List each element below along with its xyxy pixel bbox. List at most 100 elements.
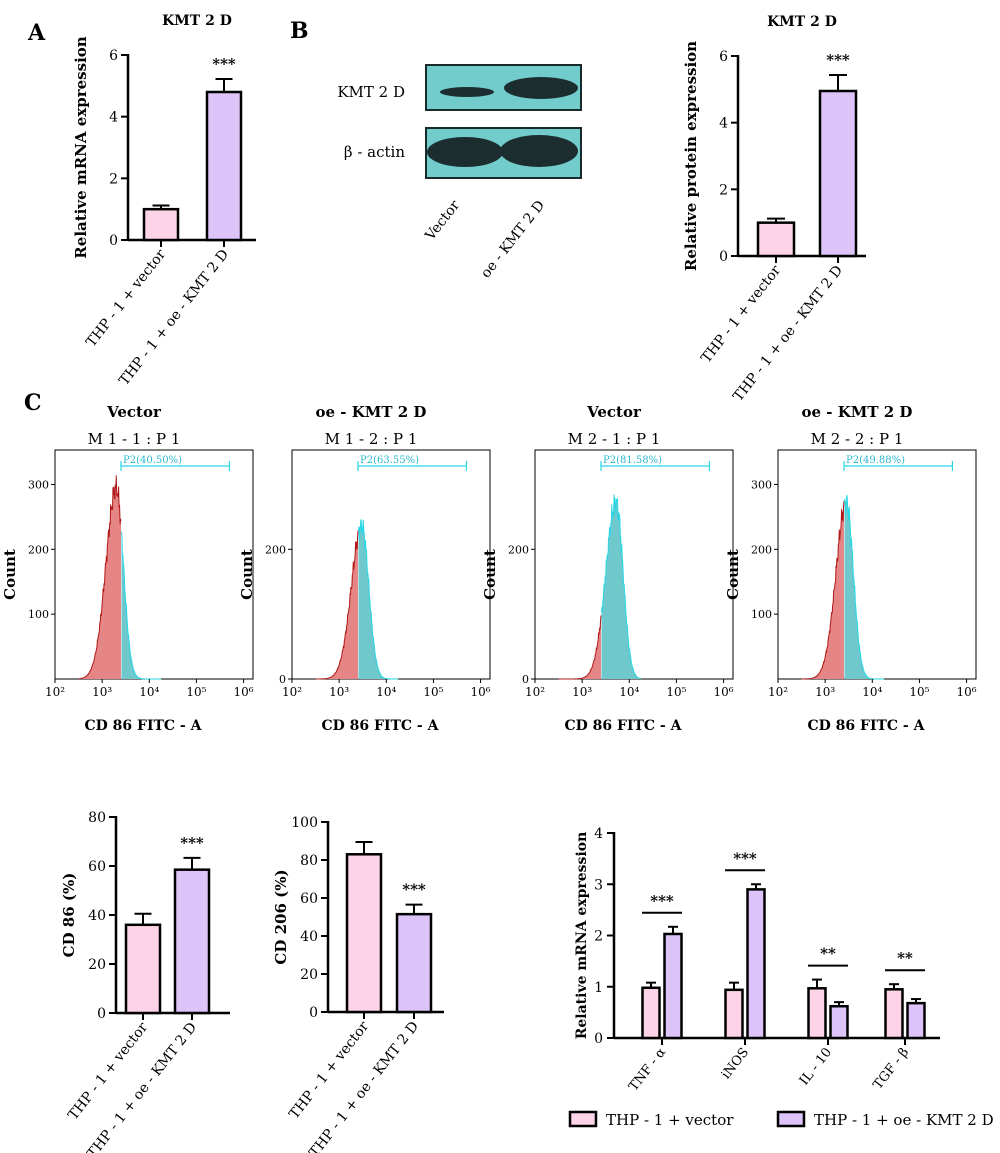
bar xyxy=(395,912,433,1014)
y-tick-label: 20 xyxy=(300,967,318,983)
flow-title: M 1 - 1 : P 1 xyxy=(88,430,181,448)
bar xyxy=(663,932,683,1040)
flow-x-axis-label: CD 86 FITC - A xyxy=(565,718,683,734)
flow-histogram-negative xyxy=(78,475,121,679)
significance-label: *** xyxy=(212,55,236,73)
flow-frame xyxy=(54,449,254,680)
y-tick-label: 80 xyxy=(300,853,318,869)
flow-gate-label: P2(81.58%) xyxy=(603,455,662,466)
legend: THP - 1 + vector THP - 1 + oe - KMT 2 D xyxy=(568,1110,994,1129)
y-axis-label: CD 86 (%) xyxy=(60,873,78,958)
flow-x-tick-label: 10⁴ xyxy=(619,685,639,699)
bar xyxy=(173,868,211,1015)
flow-y-axis-label: Count xyxy=(481,549,499,600)
blot-lane-label-oe: oe - KMT 2 D xyxy=(478,198,548,282)
y-tick-label: 4 xyxy=(594,826,603,842)
y-tick-label: 0 xyxy=(719,249,728,265)
blot-band-vector-kmt2d xyxy=(440,87,494,97)
flow-histogram-negative-outline xyxy=(558,615,602,680)
flow-y-tick-label: 200 xyxy=(508,543,529,556)
bar xyxy=(829,1004,849,1040)
flow-x-tick-label: 10⁶ xyxy=(234,685,254,699)
flow-cytometry-panels: Vector M 1 - 1 : P 1 P2(40.50%) 100 200 300 10… xyxy=(1,403,977,734)
flow-x-tick-label: 10³ xyxy=(92,685,112,699)
flow-x-tick-label: 10⁵ xyxy=(186,685,206,699)
flow-x-tick-label: 10³ xyxy=(815,685,835,699)
y-tick-label: 80 xyxy=(88,810,106,826)
y-tick-label: 60 xyxy=(300,891,318,907)
flow-panel-1: Vector M 1 - 1 : P 1 P2(40.50%) 100 200 300 10… xyxy=(1,403,254,734)
flow-y-tick-label: 300 xyxy=(751,478,772,491)
flow-y-tick-label: 0 xyxy=(279,673,286,686)
flow-x-tick-label: 10³ xyxy=(329,685,349,699)
bar xyxy=(724,988,744,1040)
flow-header: oe - KMT 2 D xyxy=(316,403,427,421)
flow-title: M 1 - 2 : P 1 xyxy=(325,430,418,448)
flow-frame xyxy=(291,449,491,680)
chart-title: KMT 2 D xyxy=(767,14,837,30)
flow-x-tick-label: 10⁵ xyxy=(666,685,686,699)
legend-label-vector: THP - 1 + vector xyxy=(606,1111,734,1129)
y-axis-label: Relative mRNA expression xyxy=(72,36,90,258)
flow-y-tick-label: 200 xyxy=(265,543,286,556)
y-tick-label: 2 xyxy=(594,929,603,945)
bar xyxy=(746,888,766,1040)
legend-label-oe: THP - 1 + oe - KMT 2 D xyxy=(814,1111,994,1129)
flow-x-tick-label: 10³ xyxy=(572,685,592,699)
flow-x-tick-label: 10² xyxy=(525,685,545,699)
flow-x-tick-label: 10² xyxy=(768,685,788,699)
flow-histogram-negative xyxy=(315,530,358,679)
significance-label: *** xyxy=(402,881,426,899)
western-blot: KMT 2 D β - actin Vector oe - KMT 2 D xyxy=(337,64,582,282)
flow-panel-4: oe - KMT 2 D M 2 - 2 : P 1 P2(49.88%) 100 20… xyxy=(724,403,977,734)
flow-histogram-negative-outline xyxy=(801,500,845,680)
blot-band-oe-actin xyxy=(500,135,578,167)
flow-x-axis-label: CD 86 FITC - A xyxy=(808,718,926,734)
flow-y-tick-label: 0 xyxy=(522,673,529,686)
flow-panel-2: oe - KMT 2 D M 1 - 2 : P 1 P2(63.55%) 0 200 1… xyxy=(238,403,491,734)
flow-panel-3: Vector M 2 - 1 : P 1 P2(81.58%) 0 200 10² 10³ 1… xyxy=(481,403,734,734)
y-axis-label: CD 206 (%) xyxy=(272,869,290,964)
flow-frame xyxy=(777,449,977,680)
blot-row-label-actin: β - actin xyxy=(344,143,405,161)
y-tick-label: 6 xyxy=(719,49,728,65)
x-tick-label: iNOS xyxy=(719,1045,752,1082)
flow-header: Vector xyxy=(106,403,162,421)
y-tick-label: 100 xyxy=(291,815,318,831)
y-tick-label: 3 xyxy=(594,877,603,893)
flow-histogram-positive xyxy=(358,519,399,679)
legend-swatch-oe xyxy=(776,1110,806,1128)
flow-y-tick-label: 300 xyxy=(28,478,49,491)
bar xyxy=(124,923,162,1015)
flow-x-tick-label: 10⁶ xyxy=(471,685,491,699)
flow-histogram-positive-outline xyxy=(601,494,642,680)
flow-histogram-negative xyxy=(558,615,601,679)
blot-row-label-kmt2d: KMT 2 D xyxy=(337,83,405,101)
x-tick-label: THP - 1 + oe - KMT 2 D xyxy=(730,263,846,405)
y-tick-label: 0 xyxy=(109,233,118,249)
flow-x-tick-label: 10⁴ xyxy=(376,685,396,699)
y-tick-label: 40 xyxy=(300,929,318,945)
legend-swatch-vector xyxy=(568,1110,598,1128)
flow-x-tick-label: 10⁴ xyxy=(139,685,159,699)
y-tick-label: 20 xyxy=(88,957,106,973)
flow-histogram-positive-outline xyxy=(121,531,162,680)
flow-y-axis-label: Count xyxy=(238,549,256,600)
blot-band-vector-actin xyxy=(427,137,503,167)
y-tick-label: 4 xyxy=(109,110,118,126)
significance-label: *** xyxy=(733,849,757,867)
flow-histogram-positive-outline xyxy=(844,494,885,680)
flow-x-axis-label: CD 86 FITC - A xyxy=(322,718,440,734)
bar xyxy=(818,89,858,258)
y-tick-label: 2 xyxy=(719,182,728,198)
bar xyxy=(884,988,904,1040)
blot-band-oe-kmt2d xyxy=(504,77,578,99)
flow-x-tick-label: 10⁶ xyxy=(714,685,734,699)
flow-title: M 2 - 1 : P 1 xyxy=(568,430,661,448)
flow-x-axis-label: CD 86 FITC - A xyxy=(85,718,203,734)
flow-x-tick-label: 10⁶ xyxy=(957,685,977,699)
x-tick-label: IL - 10 xyxy=(797,1045,835,1088)
panel-label-a: A xyxy=(27,20,46,46)
